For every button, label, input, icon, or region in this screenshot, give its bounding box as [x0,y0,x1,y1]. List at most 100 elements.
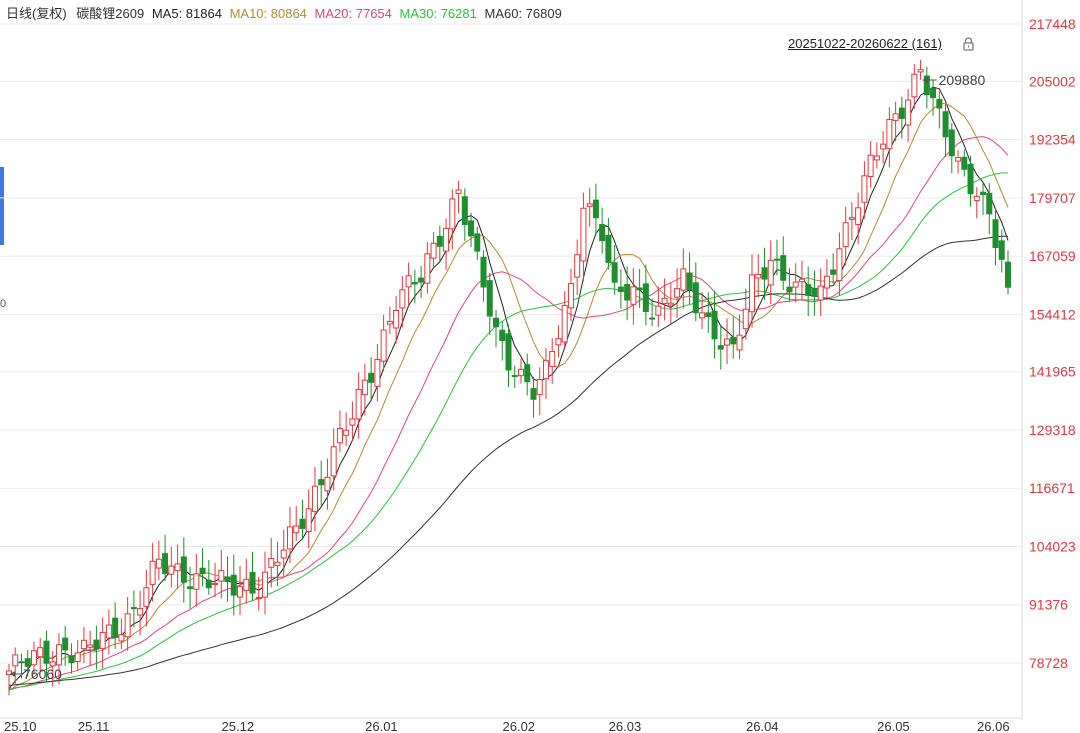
candle [655,286,662,328]
legend-ma60: MA60: 76809 [484,6,562,21]
chart-legend: 日线(复权) 碳酸锂2609 MA5: 81864 MA10: 80864 MA… [6,3,562,22]
candle [411,269,418,304]
candle [486,272,493,335]
candle [574,239,581,296]
legend-title: 日线(复权) [6,6,67,21]
candle [380,314,387,371]
legend-symbol: 碳酸锂2609 [76,6,145,21]
x-tick-label: 25.10 [4,719,37,733]
candle [461,188,468,241]
candle [942,104,949,158]
candle [667,283,674,325]
lock-icon[interactable] [963,37,974,51]
candle [124,597,131,651]
high-annotation: 209880 [939,72,986,88]
candle [592,183,599,236]
candle [973,187,980,219]
candle [798,260,805,301]
candle [374,343,381,402]
candle [936,91,943,129]
y-axis: 217448 205002 192354 179707 167059 154412 1419… [0,0,1076,720]
candle [43,630,50,683]
candle [305,489,312,549]
candle [617,269,624,309]
candle [786,268,793,302]
candle [361,363,368,416]
legend-ma10: MA10: 80864 [229,6,307,21]
candle [661,278,668,321]
candle [237,565,244,616]
candle [74,639,81,671]
x-tick-label: 26.02 [503,719,536,733]
ma5-line [8,86,1009,690]
candle [755,254,762,298]
candle [555,324,562,358]
candle [848,202,855,241]
candle [12,647,19,686]
candle [6,664,12,696]
legend-ma5: MA5: 81864 [151,6,222,21]
candle [649,298,656,326]
candle [511,365,518,389]
candle [642,264,649,326]
candle [730,316,737,359]
candle [386,306,393,335]
date-range-label[interactable]: 20251022-20260622 (161) [788,36,942,51]
candle [355,372,362,439]
candle [449,189,456,250]
y-tick-label: 91376 [1029,597,1068,613]
candle [137,591,144,636]
candle [336,410,343,452]
candle [705,292,712,333]
candle [549,338,556,384]
y-tick-label: 78728 [1029,655,1068,671]
candle [205,560,212,595]
candle [605,217,612,270]
candle [686,252,693,304]
candle [230,554,237,616]
candle [611,245,618,295]
candle [55,633,62,685]
candle [524,353,531,396]
candle [636,269,643,308]
y-tick-label: 141965 [1029,364,1076,380]
candle [630,268,637,325]
candle [736,314,743,360]
candle [224,556,231,602]
candle [130,590,137,628]
candle [193,553,200,607]
candle [80,626,87,664]
candle [561,291,568,350]
candle [674,268,681,318]
x-tick-label: 26.01 [365,719,398,733]
candle [898,96,905,139]
candle [105,609,112,655]
left-scroll-indicator[interactable] [0,167,4,245]
candle [842,206,849,266]
candle [418,265,425,298]
legend-ma30: MA30: 76281 [399,6,477,21]
candle [961,149,968,177]
candle [436,225,443,262]
x-tick-label: 26.06 [977,719,1010,733]
candle [24,650,31,677]
candle [998,229,1005,273]
candle [368,357,375,402]
candle [780,236,787,291]
candle [773,239,780,276]
high-marker-arrow [922,77,928,83]
candle [93,625,100,670]
candle [761,247,768,300]
candle [699,292,706,330]
candle [187,567,194,609]
candle [855,192,862,245]
y-tick-label: 205002 [1029,73,1076,89]
candle [923,66,930,109]
candle [980,182,987,216]
candle [948,123,955,174]
y-tick-label: 129318 [1029,422,1076,438]
candle [424,242,431,294]
legend-ma20: MA20: 77654 [314,6,392,21]
candle [1005,250,1011,295]
